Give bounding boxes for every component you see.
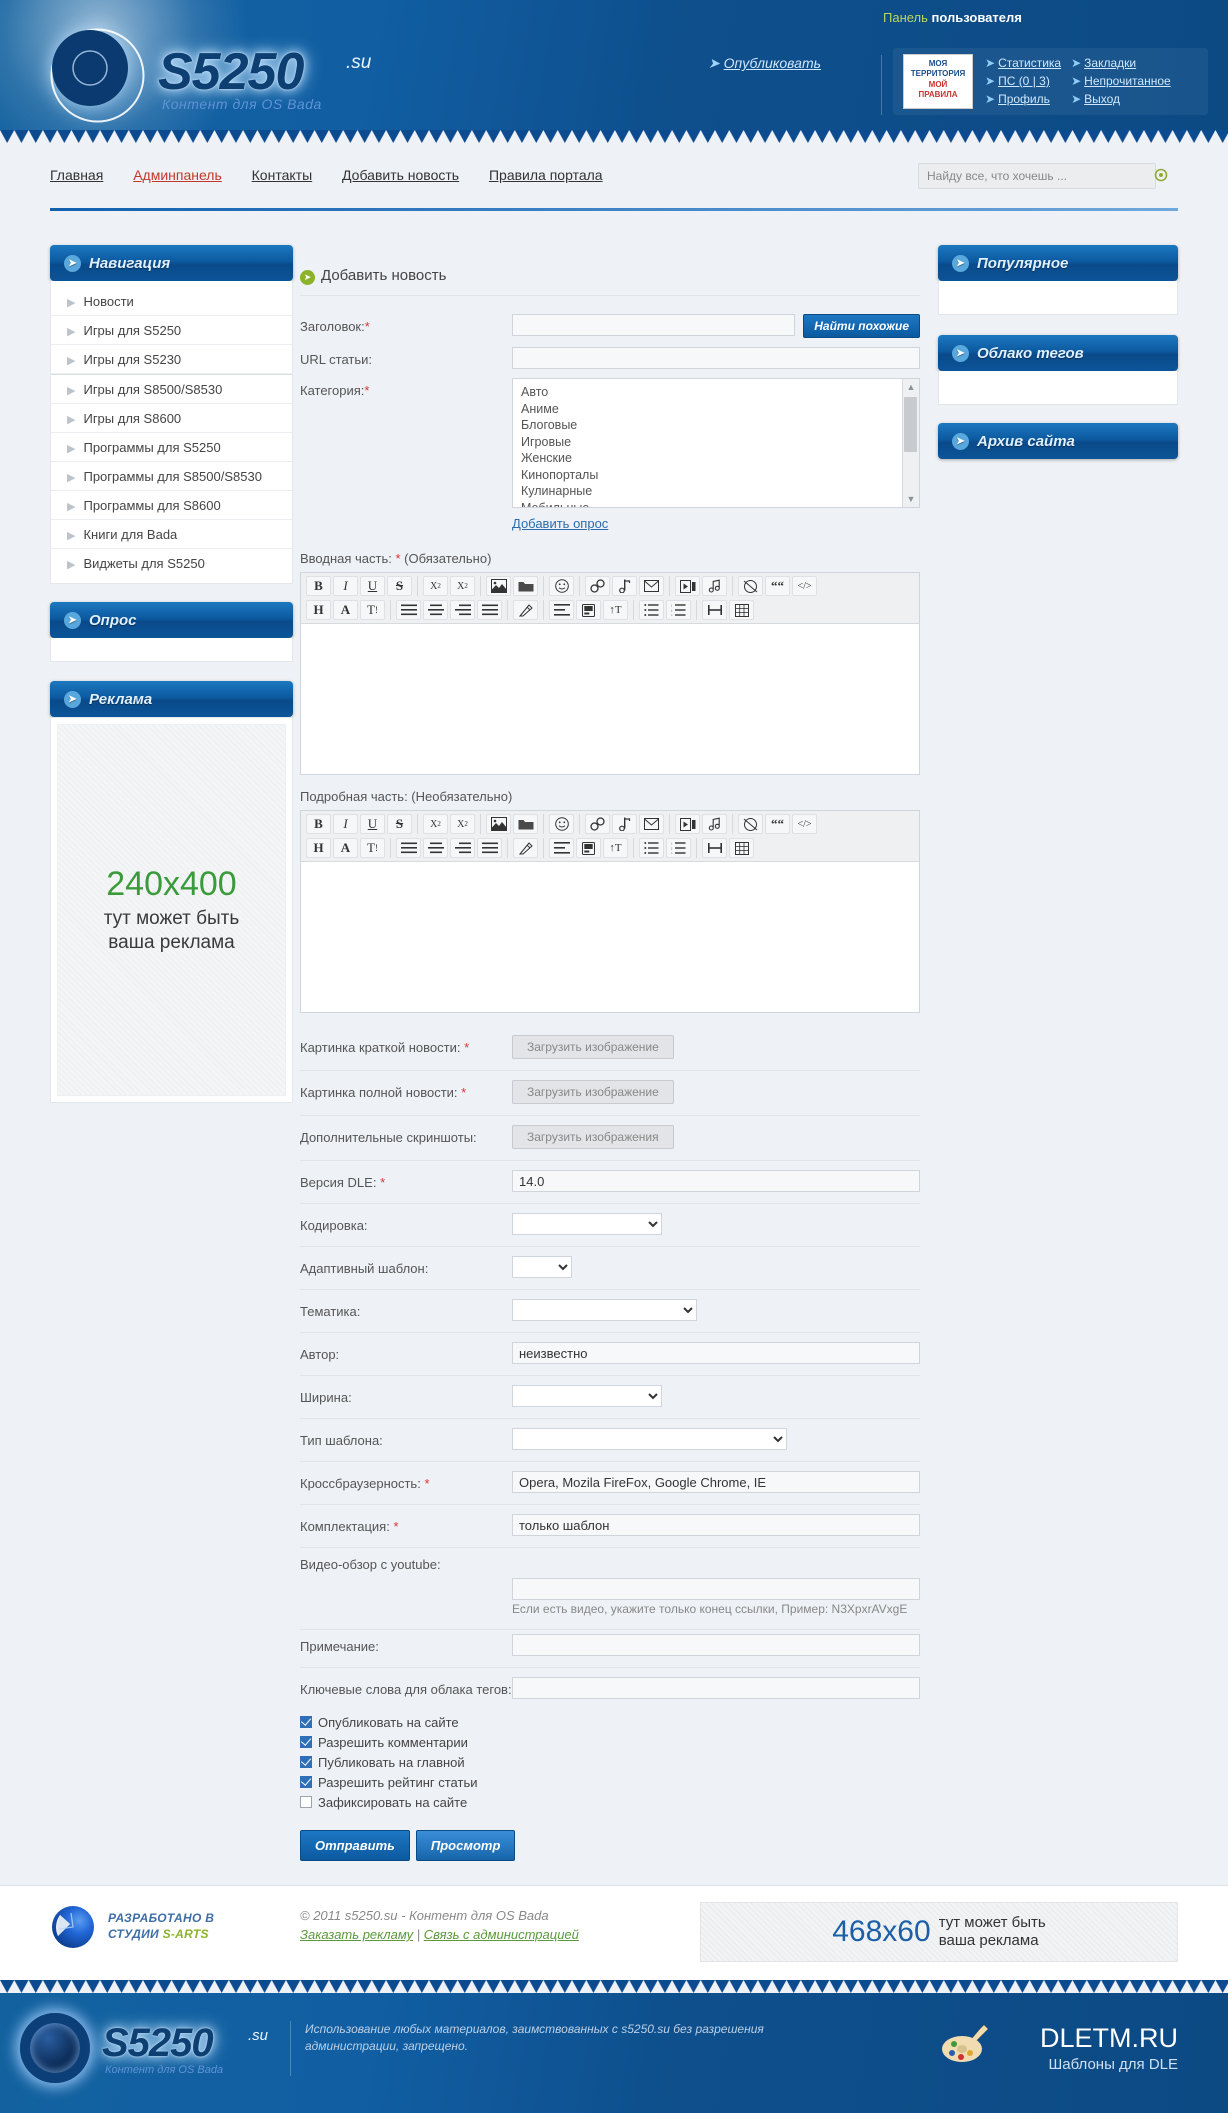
svg-text:3: 3 [671, 615, 673, 617]
svg-text:1: 1 [671, 605, 673, 608]
svg-text:1: 1 [671, 843, 673, 846]
svg-text:2: 2 [671, 848, 673, 851]
svg-text:2: 2 [671, 610, 673, 613]
svg-text:3: 3 [671, 853, 673, 855]
